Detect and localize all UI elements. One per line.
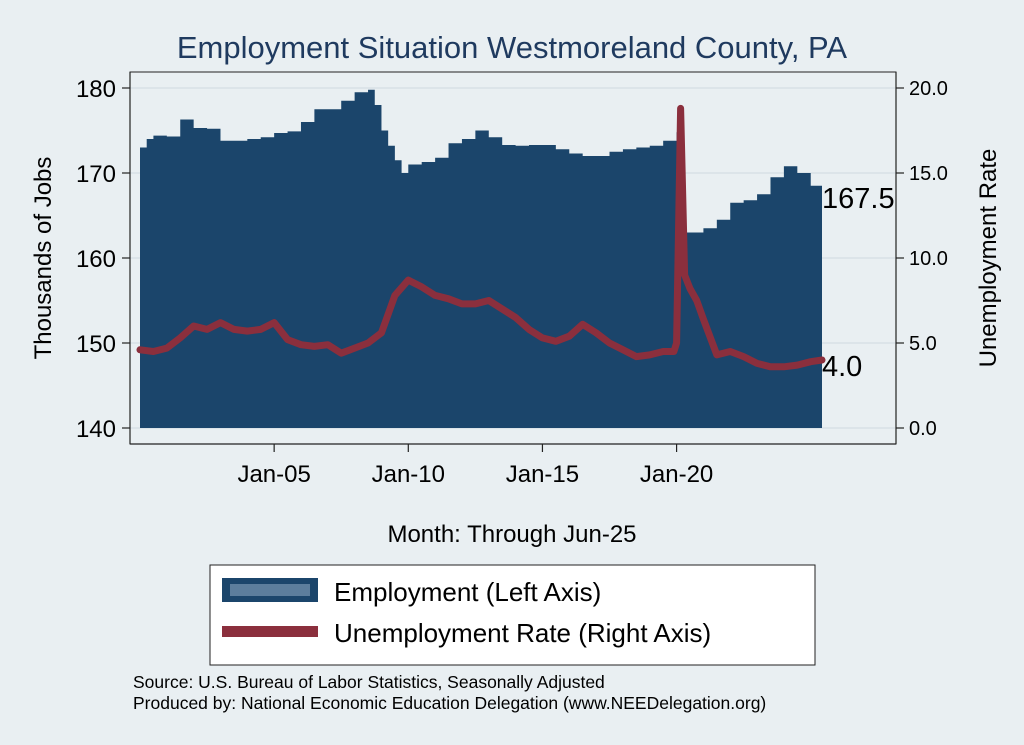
right-tick-label-2: 10.0 (909, 248, 948, 270)
legend-swatch-unemployment (222, 626, 318, 637)
right-tick-label-3: 15.0 (909, 163, 948, 185)
x-tick-label-3: Jan-20 (640, 461, 713, 488)
chart-title: Employment Situation Westmoreland County… (177, 30, 848, 65)
producer-note: Produced by: National Economic Education… (133, 693, 766, 713)
x-tick-label-2: Jan-15 (506, 461, 579, 488)
unemployment-end-label: 4.0 (822, 351, 862, 383)
left-tick-label-3: 170 (76, 161, 116, 188)
left-axis-ticks: 140 150 160 170 180 (76, 76, 130, 443)
right-axis-ticks: 0.0 5.0 10.0 15.0 20.0 (896, 78, 948, 440)
left-tick-label-4: 180 (76, 76, 116, 103)
left-tick-label-2: 160 (76, 246, 116, 273)
legend: Employment (Left Axis) Unemployment Rate… (209, 564, 816, 666)
right-tick-label-4: 20.0 (909, 78, 948, 100)
legend-label-employment: Employment (Left Axis) (334, 577, 601, 607)
x-axis-ticks: Jan-05 Jan-10 Jan-15 Jan-20 (237, 444, 713, 488)
left-tick-label-0: 140 (76, 416, 116, 443)
right-tick-label-1: 5.0 (909, 333, 937, 355)
unemployment-line (136, 104, 826, 371)
left-tick-label-1: 150 (76, 331, 116, 358)
x-tick-label-0: Jan-05 (237, 461, 310, 488)
employment-end-label: 167.5 (822, 183, 895, 215)
right-tick-label-0: 0.0 (909, 418, 937, 440)
source-note: Source: U.S. Bureau of Labor Statistics,… (133, 672, 605, 692)
x-axis-label: Month: Through Jun-25 (387, 521, 636, 548)
legend-label-unemployment: Unemployment Rate (Right Axis) (334, 618, 711, 648)
left-axis-label: Thousands of Jobs (30, 157, 57, 360)
legend-swatch-employment-inner (230, 584, 310, 596)
right-axis-label: Unemployment Rate (975, 149, 1002, 368)
x-tick-label-1: Jan-10 (372, 461, 445, 488)
